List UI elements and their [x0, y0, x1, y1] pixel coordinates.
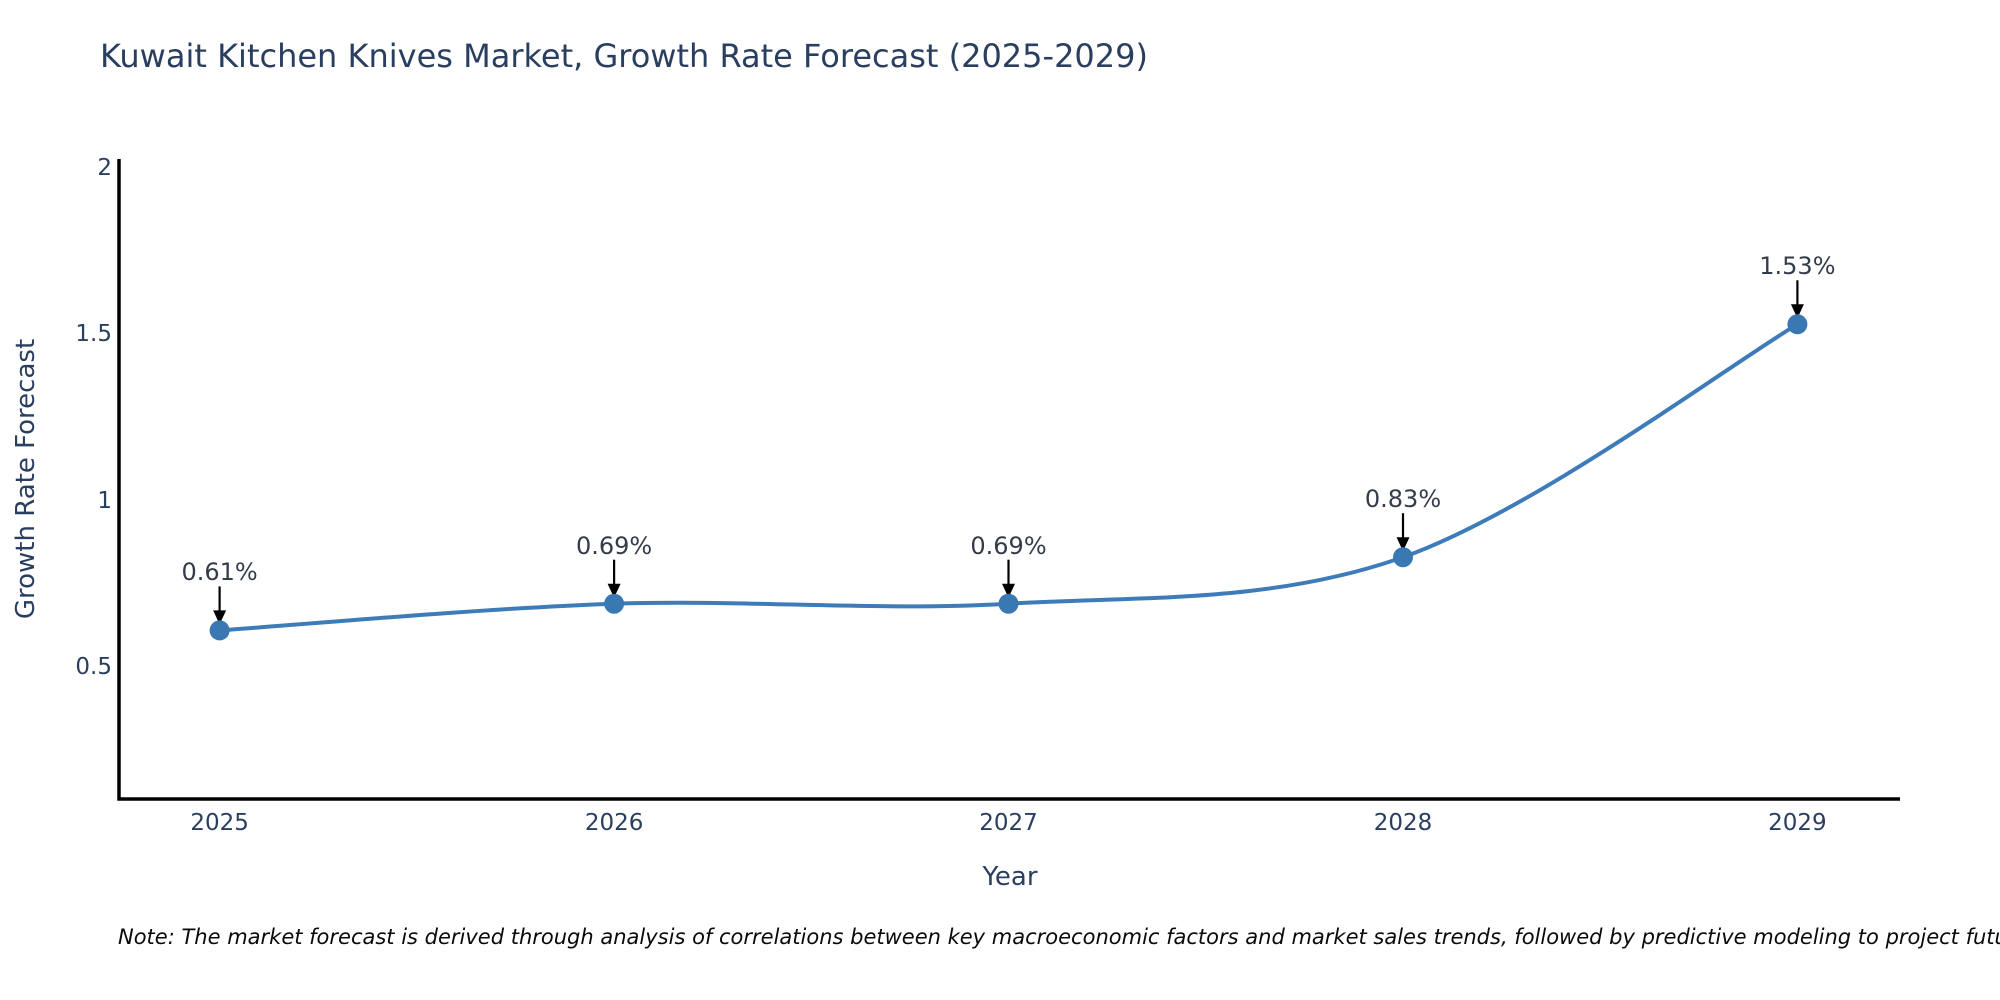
data-point-label: 0.69%	[575, 531, 653, 560]
data-point-marker[interactable]	[998, 593, 1019, 614]
x-tick-label: 2025	[190, 810, 249, 836]
annotation-arrowhead	[1790, 304, 1804, 319]
x-tick-label: 2029	[1768, 810, 1827, 836]
annotation-arrowhead	[607, 583, 621, 598]
data-point-label: 0.83%	[1364, 485, 1442, 514]
x-tick-label: 2027	[979, 810, 1038, 836]
y-tick-label: 1.5	[75, 321, 112, 348]
y-tick-label: 0.5	[75, 653, 112, 680]
data-point-label: 0.61%	[181, 558, 258, 587]
annotation-arrowhead	[1002, 583, 1015, 598]
data-point-marker[interactable]	[209, 620, 230, 641]
y-tick-label: 2	[97, 155, 112, 181]
data-point-label: 1.53%	[1759, 252, 1836, 281]
chart-title: Kuwait Kitchen Knives Market, Growth Rat…	[100, 37, 1148, 75]
data-point-marker[interactable]	[1393, 547, 1413, 568]
y-tick-label: 1	[97, 487, 112, 514]
x-tick-label: 2028	[1373, 810, 1433, 836]
y-axis-title: Growth Rate Forecast	[11, 338, 41, 620]
data-point-label: 0.69%	[970, 531, 1047, 560]
footnote: Note: The market forecast is derived thr…	[118, 925, 2000, 949]
annotation-arrowhead	[213, 610, 227, 625]
annotation-arrowhead	[1396, 537, 1410, 552]
x-axis-title: Year	[982, 862, 1038, 892]
x-tick-label: 2026	[584, 810, 644, 836]
axis-lines	[117, 159, 1900, 801]
data-point-marker[interactable]	[1787, 314, 1808, 335]
data-point-marker[interactable]	[604, 593, 625, 614]
